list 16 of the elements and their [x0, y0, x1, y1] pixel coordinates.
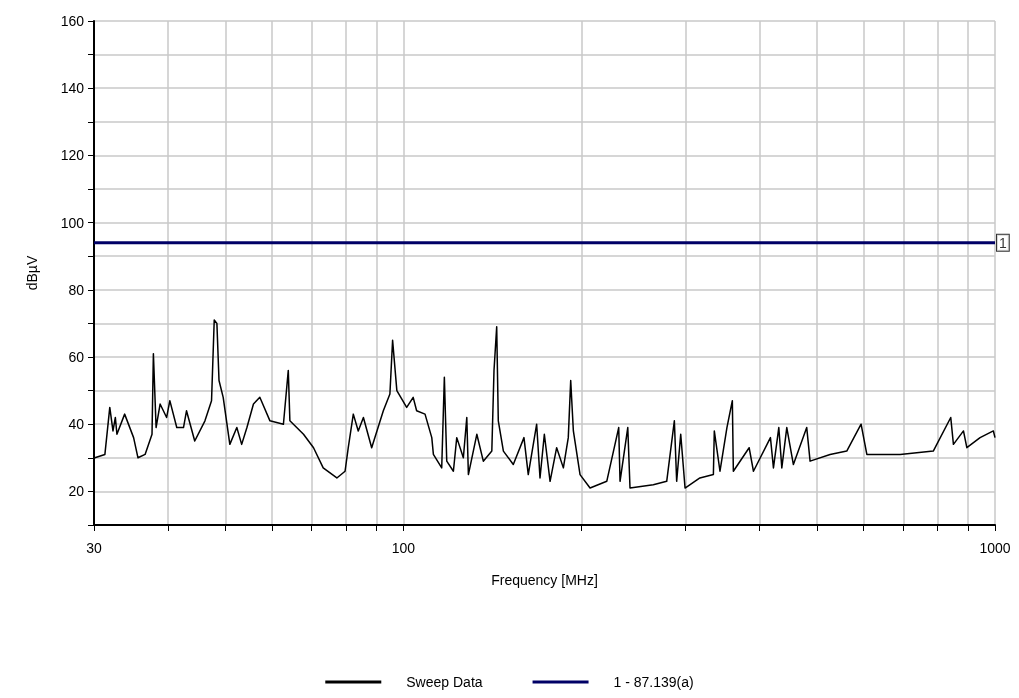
y-tick-label: 20 [68, 483, 85, 500]
legend-label: 1 - 87.139(a) [613, 674, 694, 690]
x-tick-label: 100 [391, 540, 416, 556]
legend-label: Sweep Data [406, 674, 483, 690]
y-tick-label: 160 [60, 13, 85, 29]
y-axis-title: dBµV [24, 255, 40, 291]
y-tick-label: 40 [68, 416, 85, 433]
x-axis-title: Frequency [MHz] [491, 572, 598, 588]
annotation: 1 [999, 234, 1007, 251]
y-tick-label: 120 [60, 147, 85, 164]
y-tick-label: 80 [68, 281, 85, 298]
y-tick-label: 60 [68, 349, 85, 365]
y-tick-label: 140 [60, 80, 85, 97]
y-tick-label: 100 [60, 214, 85, 231]
x-tick-label: 30 [86, 540, 102, 556]
x-tick-label: 1000 [979, 540, 1011, 556]
